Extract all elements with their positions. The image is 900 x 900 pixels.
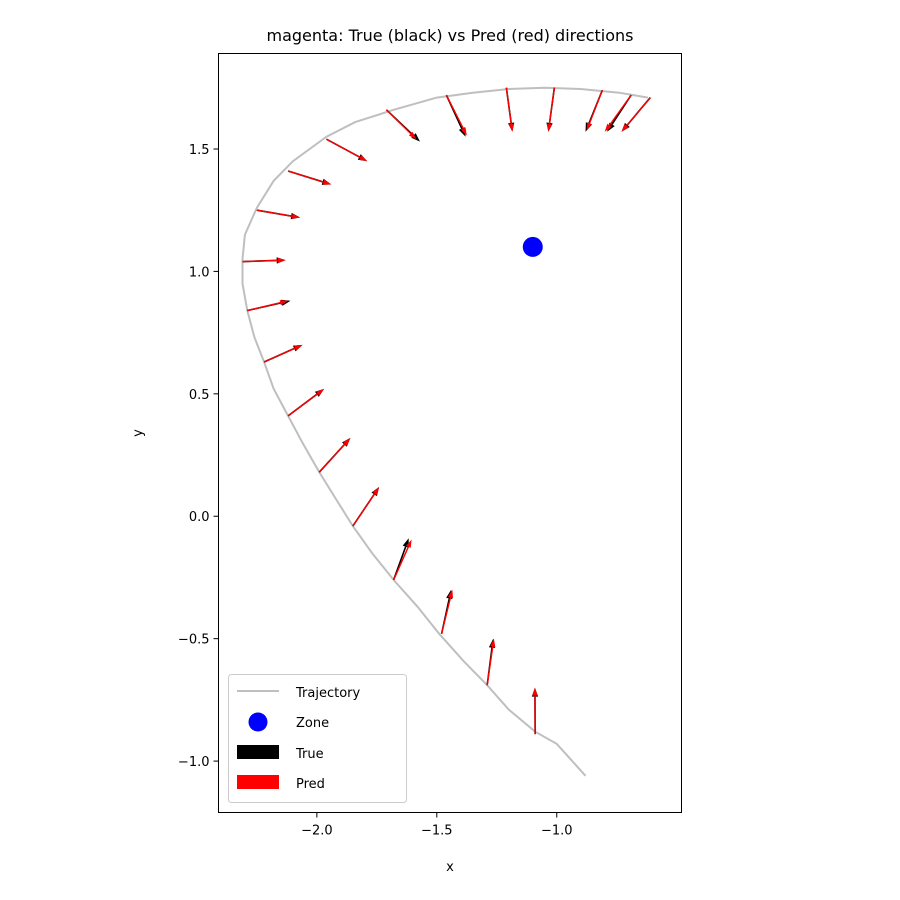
y-axis-label: y	[131, 429, 146, 437]
pred-arrow	[256, 209, 301, 219]
y-tick-label: 0.0	[189, 510, 210, 525]
pred-arrow-shaft	[256, 209, 293, 217]
chart-title: magenta: True (black) vs Pred (red) dire…	[266, 26, 633, 45]
pred-arrow-shaft	[318, 443, 346, 473]
pred-arrow-head	[277, 257, 286, 263]
y-tick-label: 1.0	[189, 265, 210, 280]
pred-arrow-head	[621, 124, 629, 132]
pred-arrow-shaft	[247, 301, 281, 312]
legend-trajectory-label: Trajectory	[295, 686, 360, 701]
pred-arrow-shaft	[242, 259, 278, 263]
x-tick-label: −1.0	[541, 824, 573, 839]
pred-arrow-head	[291, 213, 301, 219]
pred-arrow	[440, 589, 453, 634]
pred-arrow-head	[294, 344, 303, 351]
pred-arrow-shaft	[352, 493, 376, 527]
pred-arrow-shaft	[486, 646, 494, 686]
pred-arrow-head	[460, 127, 467, 136]
pred-arrow	[586, 89, 603, 131]
pred-arrow-shaft	[385, 109, 412, 135]
pred-arrow	[604, 94, 632, 132]
y-tick-label: −1.0	[178, 755, 210, 770]
legend-pred-swatch	[237, 775, 279, 789]
true-arrow-head	[411, 133, 420, 142]
legend-pred-label: Pred	[296, 777, 325, 792]
y-tick-label: −0.5	[178, 633, 210, 648]
pred-arrow	[385, 109, 417, 140]
pred-arrow	[486, 638, 496, 686]
legend-zone-swatch	[248, 712, 268, 732]
x-axis: −2.0 −1.5 −1.0	[301, 812, 573, 839]
legend-true-label: True	[295, 747, 324, 762]
zone-layer	[522, 236, 543, 257]
pred-arrow-head	[546, 123, 552, 132]
pred-arrow-head	[359, 155, 368, 162]
pred-arrow-shaft	[263, 347, 296, 363]
pred-arrow-shaft	[626, 97, 651, 127]
pred-arrow	[247, 300, 289, 312]
zone-point	[522, 236, 543, 257]
pred-arrow-shaft	[548, 87, 556, 125]
y-axis: −1.0 −0.5 0.0 0.5 1.0 1.5	[178, 143, 219, 770]
pred-arrow	[263, 344, 303, 363]
legend: Trajectory Zone True Pred	[228, 674, 407, 803]
pred-arrow	[505, 87, 514, 132]
pred-arrow	[546, 87, 556, 132]
pred-arrow-head	[406, 539, 412, 548]
pred-arrow	[445, 94, 467, 136]
pred-arrow-head	[490, 638, 496, 647]
legend-true-swatch	[237, 745, 279, 759]
pred-arrow-shaft	[608, 94, 632, 126]
pred-arrow	[532, 687, 538, 735]
pred-arrow-shaft	[505, 87, 512, 125]
pred-arrow-head	[316, 388, 325, 396]
pred-arrow	[621, 97, 651, 132]
pred-arrow	[326, 138, 368, 162]
trajectory-line	[241, 86, 649, 777]
pred-arrow	[352, 486, 380, 527]
pred-arrow-head	[279, 300, 289, 306]
pred-arrow	[287, 388, 325, 417]
pred-arrow-shaft	[326, 138, 361, 159]
pred-arrow-head	[532, 687, 538, 696]
pred-arrow-head	[343, 437, 351, 446]
pred-arrow-head	[448, 589, 453, 599]
pred-arrow-head	[322, 179, 332, 185]
pred-arrow	[318, 437, 351, 473]
trajectory-layer	[241, 86, 649, 777]
legend-zone-label: Zone	[296, 716, 329, 731]
pred-arrow-shaft	[445, 94, 464, 129]
pred-arrow-head	[372, 486, 380, 495]
x-tick-label: −2.0	[301, 824, 333, 839]
pred-arrow-head	[408, 131, 417, 140]
pred-arrow-shaft	[392, 546, 410, 581]
pred-arrow-head	[604, 123, 612, 132]
y-tick-label: 0.5	[189, 388, 210, 403]
pred-arrow	[392, 539, 412, 581]
pred-arrow-shaft	[287, 170, 324, 183]
x-tick-label: −1.5	[421, 824, 453, 839]
y-tick-label: 1.5	[189, 143, 210, 158]
x-axis-label: x	[446, 860, 454, 875]
pred-arrow-head	[508, 123, 514, 132]
pred-arrow	[287, 170, 332, 185]
pred-arrow	[242, 257, 286, 263]
plot-frame	[218, 53, 682, 813]
pred-arrow-shaft	[440, 597, 452, 634]
arrow-layer	[242, 87, 651, 735]
legend-box	[228, 674, 407, 803]
pred-arrow-shaft	[588, 89, 603, 124]
pred-arrow-head	[586, 122, 592, 131]
pred-arrow-shaft	[287, 393, 319, 417]
